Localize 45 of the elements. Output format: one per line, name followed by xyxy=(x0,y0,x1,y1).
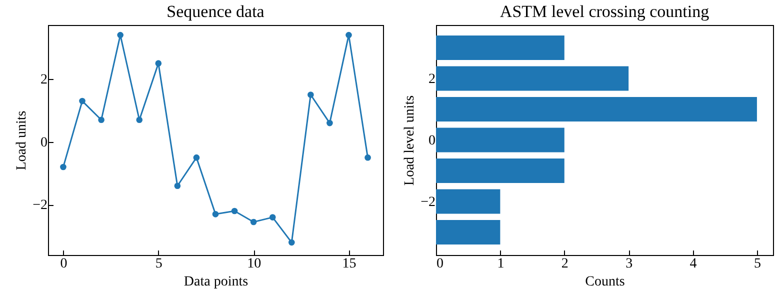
bar xyxy=(436,189,500,214)
point xyxy=(174,182,181,190)
chart-title: ASTM level crossing counting xyxy=(500,2,710,21)
x-axis-title: Data points xyxy=(184,274,248,290)
point xyxy=(117,32,124,38)
y-tick-label: −2 xyxy=(420,194,436,210)
x-tick-label: 4 xyxy=(690,256,697,272)
point xyxy=(346,32,352,38)
point xyxy=(308,92,314,98)
y-tick-label: 2 xyxy=(40,72,48,88)
x-tick-label: 3 xyxy=(626,256,633,272)
point xyxy=(269,214,276,220)
x-tick-label: 0 xyxy=(60,256,68,272)
x-tick-label: 10 xyxy=(247,256,262,272)
x-tick-label: 2 xyxy=(561,256,568,272)
y-tick-label: 2 xyxy=(428,72,436,88)
y-axis-title: Load units xyxy=(14,110,30,170)
point xyxy=(193,154,200,161)
x-tick-label: 1 xyxy=(497,256,504,272)
point xyxy=(212,210,219,218)
point xyxy=(231,208,238,214)
y-axis-title: Load level units xyxy=(402,95,418,186)
y-tick-label: 0 xyxy=(428,134,436,148)
point xyxy=(250,218,257,226)
bar xyxy=(436,66,629,91)
point xyxy=(60,164,66,170)
point xyxy=(79,98,86,104)
bar xyxy=(436,96,757,122)
y-tick-label: 0 xyxy=(40,135,48,150)
point xyxy=(288,239,295,246)
x-tick-label: 5 xyxy=(754,256,761,272)
point xyxy=(98,116,104,124)
point xyxy=(136,116,143,124)
point xyxy=(155,60,162,66)
bar xyxy=(436,128,564,152)
x-axis-title: Counts xyxy=(585,274,625,290)
bar xyxy=(436,220,500,245)
x-tick-label: 15 xyxy=(342,256,356,272)
y-tick-label: −2 xyxy=(32,198,48,214)
point xyxy=(364,154,371,161)
chart-title: Sequence data xyxy=(166,2,265,21)
bar xyxy=(436,158,564,184)
bar xyxy=(436,35,564,60)
x-tick-label: 5 xyxy=(155,256,162,272)
point xyxy=(326,120,333,126)
